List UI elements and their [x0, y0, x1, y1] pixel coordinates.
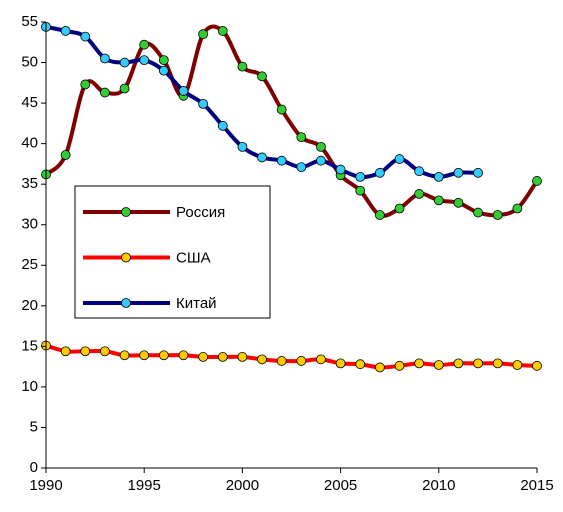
- data-point: [237, 141, 248, 152]
- data-point: [296, 132, 307, 143]
- data-point: [178, 86, 189, 96]
- x-tick-label: 2010: [422, 477, 455, 494]
- data-point: [158, 350, 169, 361]
- data-point: [473, 167, 483, 178]
- data-point: [433, 171, 444, 182]
- data-point: [355, 359, 366, 370]
- data-point: [257, 152, 267, 163]
- data-point: [198, 99, 209, 109]
- data-point: [355, 185, 366, 196]
- data-point: [335, 358, 346, 369]
- data-point: [276, 155, 287, 166]
- y-tick-label: 0: [30, 459, 38, 476]
- data-point: [453, 197, 464, 208]
- x-tick-label: 1995: [128, 477, 161, 494]
- data-point: [198, 352, 209, 362]
- data-point: [512, 203, 523, 214]
- data-point: [60, 346, 71, 357]
- data-point: [335, 164, 346, 175]
- data-point: [257, 71, 267, 82]
- data-point: [119, 350, 130, 361]
- y-tick-label: 45: [21, 94, 38, 111]
- legend-label: Китай: [176, 295, 217, 312]
- data-point: [316, 155, 326, 166]
- legend-marker: [121, 252, 131, 263]
- data-point: [473, 207, 483, 218]
- data-point: [217, 26, 228, 36]
- data-point: [355, 171, 366, 182]
- data-point: [512, 360, 523, 370]
- data-point: [60, 150, 71, 160]
- data-point: [453, 167, 464, 178]
- x-tick-label: 2015: [520, 477, 553, 494]
- data-point: [374, 210, 385, 220]
- data-point: [276, 104, 287, 115]
- x-tick-label: 1990: [29, 477, 62, 494]
- data-point: [237, 61, 248, 72]
- legend-box: [74, 185, 271, 319]
- data-point: [119, 57, 130, 68]
- y-tick-label: 30: [21, 216, 38, 233]
- y-tick-label: 5: [30, 418, 38, 435]
- legend-marker: [121, 207, 131, 217]
- data-point: [178, 350, 189, 361]
- y-tick-label: 40: [21, 135, 38, 152]
- data-point: [217, 352, 228, 362]
- data-point: [158, 55, 169, 66]
- legend-label: США: [176, 249, 211, 266]
- data-point: [276, 356, 287, 366]
- data-point: [100, 346, 110, 357]
- y-tick-label: 55: [21, 13, 38, 30]
- data-point: [139, 55, 150, 66]
- data-point: [492, 210, 503, 220]
- data-point: [139, 350, 150, 361]
- y-tick-label: 15: [21, 337, 38, 354]
- data-point: [394, 154, 405, 164]
- data-point: [374, 167, 385, 178]
- data-point: [80, 79, 91, 90]
- data-point: [394, 360, 405, 371]
- y-tick-label: 25: [21, 256, 38, 273]
- data-point: [433, 195, 444, 206]
- legend-marker: [121, 298, 131, 308]
- data-point: [316, 141, 326, 152]
- data-point: [296, 162, 307, 173]
- data-point: [394, 203, 405, 214]
- x-tick-label: 2000: [226, 477, 259, 494]
- data-point: [296, 356, 307, 366]
- data-point: [374, 362, 385, 373]
- legend-label: Россия: [176, 204, 225, 221]
- y-tick-label: 20: [21, 297, 38, 314]
- y-tick-label: 10: [21, 378, 38, 395]
- data-point: [198, 29, 209, 40]
- data-point: [414, 189, 425, 199]
- data-point: [316, 354, 326, 365]
- data-point: [139, 39, 150, 50]
- series-layer: [41, 21, 542, 373]
- data-point: [492, 358, 503, 369]
- data-point: [80, 31, 91, 42]
- data-point: [414, 358, 425, 369]
- data-point: [532, 176, 542, 186]
- data-point: [453, 358, 464, 369]
- y-tick-label: 50: [21, 54, 38, 71]
- data-point: [433, 360, 444, 370]
- data-point: [100, 53, 110, 64]
- y-tick-label: 35: [21, 175, 38, 192]
- data-point: [158, 65, 169, 76]
- data-point: [257, 354, 267, 365]
- data-point: [414, 166, 425, 177]
- data-point: [119, 83, 130, 94]
- x-tick-label: 2005: [324, 477, 357, 494]
- data-point: [237, 352, 248, 362]
- data-point: [80, 346, 91, 357]
- data-point: [100, 87, 110, 98]
- data-point: [60, 26, 71, 36]
- data-point: [473, 358, 483, 369]
- data-point: [217, 120, 228, 131]
- series-line: [45, 343, 538, 370]
- data-point: [532, 360, 542, 371]
